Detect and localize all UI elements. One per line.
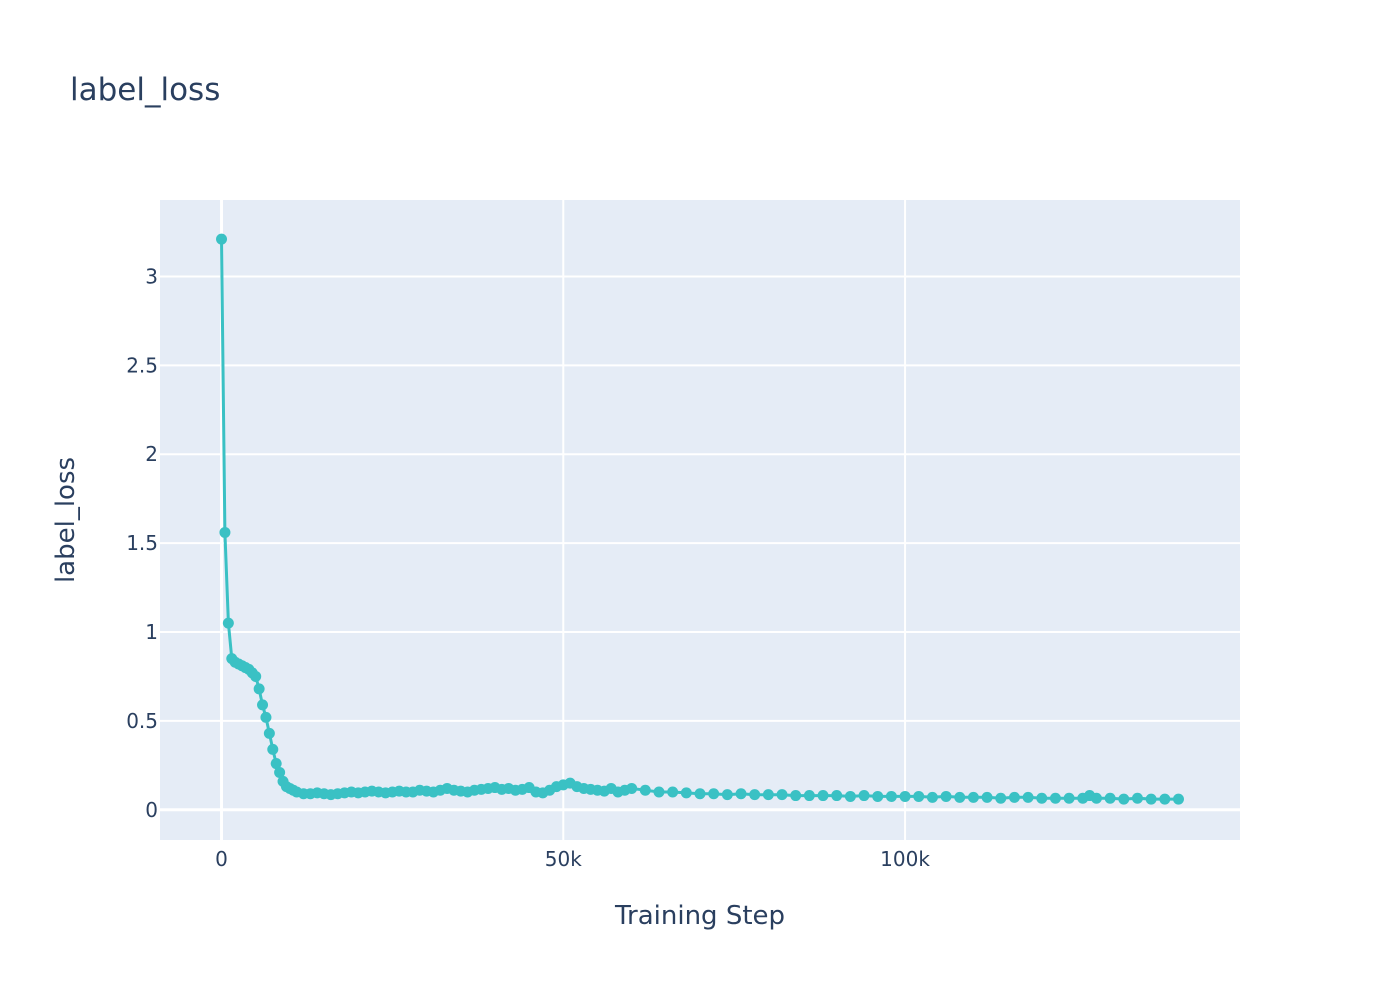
data-point xyxy=(216,233,228,245)
data-point xyxy=(680,787,692,799)
data-point xyxy=(639,784,651,796)
data-point xyxy=(981,791,993,803)
data-point xyxy=(1008,791,1020,803)
y-tick-label: 1.5 xyxy=(126,531,158,555)
data-point xyxy=(653,786,665,798)
data-point xyxy=(267,743,279,755)
data-point xyxy=(790,790,802,802)
y-tick-labels: 0 0.5 1 1.5 2 2.5 3 xyxy=(126,264,158,821)
data-point xyxy=(1145,793,1157,805)
data-point xyxy=(1159,793,1171,805)
data-point xyxy=(250,670,262,682)
data-point xyxy=(222,617,234,629)
series-layer xyxy=(216,233,1184,805)
x-tick-label: 50k xyxy=(545,847,582,871)
data-point xyxy=(735,788,747,800)
x-tick-labels: 0 50k 100k xyxy=(215,847,930,871)
data-point xyxy=(708,788,720,800)
grid-lines xyxy=(160,200,1240,840)
x-tick-label: 0 xyxy=(215,847,228,871)
data-point xyxy=(817,790,829,802)
data-point xyxy=(270,758,282,770)
plot-background xyxy=(160,200,1240,840)
x-axis-title: Training Step xyxy=(614,901,785,931)
data-point xyxy=(667,786,679,798)
data-point xyxy=(913,790,925,802)
chart-title: label_loss xyxy=(70,72,220,108)
data-point xyxy=(940,790,952,802)
data-point xyxy=(1022,791,1034,803)
data-point xyxy=(274,766,286,778)
data-point xyxy=(253,683,265,695)
data-point xyxy=(776,789,788,801)
data-point xyxy=(844,790,856,802)
data-point xyxy=(1172,793,1184,805)
data-point xyxy=(1049,792,1061,804)
y-tick-label: 1 xyxy=(145,620,158,644)
data-point xyxy=(263,727,275,739)
data-point xyxy=(831,790,843,802)
data-point xyxy=(260,711,272,723)
data-point xyxy=(1118,793,1130,805)
data-point xyxy=(626,782,638,794)
y-tick-label: 0.5 xyxy=(126,709,158,733)
data-point xyxy=(899,790,911,802)
data-point xyxy=(858,790,870,802)
data-point xyxy=(803,790,815,802)
data-point xyxy=(257,699,269,711)
y-tick-label: 0 xyxy=(145,798,158,822)
data-point xyxy=(694,788,706,800)
data-point xyxy=(721,789,733,801)
data-point xyxy=(1036,792,1048,804)
data-point xyxy=(762,789,774,801)
y-tick-label: 3 xyxy=(145,264,158,288)
y-tick-label: 2.5 xyxy=(126,353,158,377)
data-point xyxy=(1090,792,1102,804)
x-tick-label: 100k xyxy=(880,847,930,871)
data-point xyxy=(219,526,231,538)
data-point xyxy=(995,792,1007,804)
data-point xyxy=(926,791,938,803)
data-point xyxy=(954,791,966,803)
data-point xyxy=(1063,792,1075,804)
data-point xyxy=(967,791,979,803)
data-point xyxy=(749,789,761,801)
data-point xyxy=(1131,792,1143,804)
y-tick-label: 2 xyxy=(145,442,158,466)
data-point xyxy=(1104,792,1116,804)
data-point xyxy=(885,790,897,802)
y-axis-title: label_loss xyxy=(51,457,81,583)
data-point xyxy=(872,790,884,802)
